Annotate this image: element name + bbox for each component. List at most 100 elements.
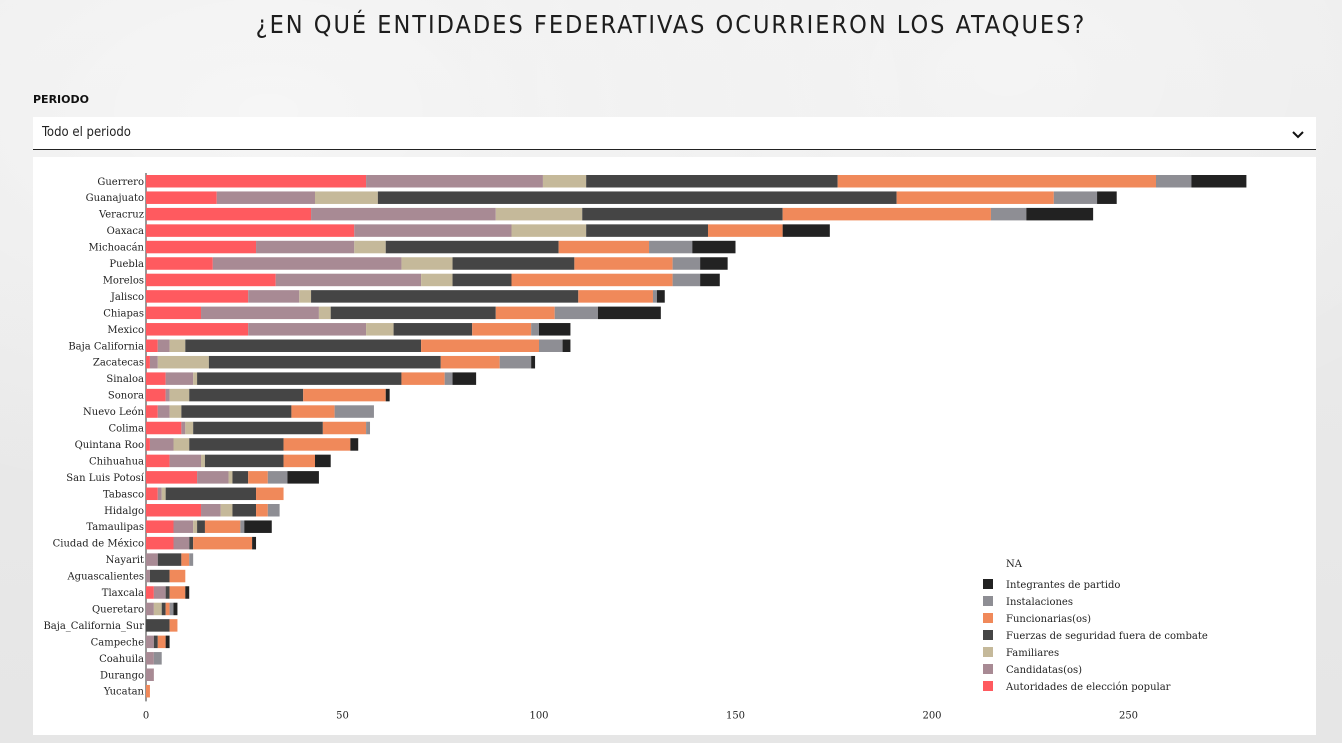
bar-segment <box>672 257 701 270</box>
category-label: San Luis Potosí <box>66 473 145 484</box>
bar-segment <box>291 405 335 418</box>
bar-segment <box>283 454 315 468</box>
bar-segment <box>157 553 182 566</box>
bar-segment <box>511 273 673 287</box>
chart-panel: Guerrero Guanajuato Veracruz Oaxaca Michoacá… <box>33 157 1316 735</box>
bar-segment <box>385 388 390 402</box>
bar-segment <box>452 372 477 385</box>
category-label: Hidalgo <box>104 506 144 517</box>
bar-segment <box>472 323 532 336</box>
legend-label: Autoridades de elección popular <box>1005 682 1171 693</box>
bar-segment <box>421 339 539 352</box>
bar-segment <box>146 207 312 221</box>
bar-segment <box>244 520 272 533</box>
bar-segment <box>146 306 202 320</box>
page-title: ¿EN QUÉ ENTIDADES FEDERATIVAS OCURRIERON… <box>255 10 1087 39</box>
bar-segment <box>574 257 673 270</box>
category-label: Guerrero <box>97 177 144 188</box>
bar-segment <box>232 504 257 517</box>
bar-segment <box>350 438 359 451</box>
bar-segment <box>146 240 257 254</box>
bar-segment <box>700 257 728 270</box>
bar-segment <box>531 323 539 336</box>
legend-swatch <box>983 630 993 640</box>
bar-segment <box>452 257 575 270</box>
bar-segment <box>185 339 422 352</box>
bar-segment <box>275 273 422 287</box>
bar-segment <box>197 520 205 533</box>
bar-segment <box>212 257 402 270</box>
bar-segment <box>267 504 280 517</box>
bar-segment <box>169 619 178 632</box>
period-select[interactable]: Todo el periodo <box>33 117 1316 150</box>
chevron-down-icon <box>1292 131 1304 139</box>
category-label: Mexico <box>107 325 144 336</box>
bar-segment <box>153 652 162 665</box>
bar-segment <box>511 224 587 237</box>
bar-segment <box>189 388 304 402</box>
bar-segment <box>146 569 150 583</box>
legend-label: Integrantes de partido <box>1006 580 1120 591</box>
legend-label: Candidatas(os) <box>1006 665 1082 676</box>
category-label: Jalisco <box>110 292 144 303</box>
bar-segment <box>173 602 178 616</box>
bar-segment <box>208 355 441 369</box>
x-tick-label: 250 <box>1119 710 1138 721</box>
category-label: Coahuila <box>99 654 144 665</box>
bar-segment <box>146 635 154 649</box>
bar-segment <box>1097 191 1117 204</box>
bar-segment <box>181 421 186 435</box>
bar-segment <box>146 290 249 303</box>
bar-segment <box>330 306 496 320</box>
bar-segment <box>173 438 190 451</box>
bar-segment <box>165 388 170 402</box>
bar-segment <box>1053 191 1098 204</box>
bar-segment <box>146 388 166 402</box>
bar-segment <box>157 635 166 649</box>
bar-segment <box>197 372 402 385</box>
bar-segment <box>146 191 217 204</box>
category-label: Chiapas <box>103 308 144 319</box>
bar-segment <box>366 421 371 435</box>
legend-swatch <box>983 596 993 606</box>
bar-segment <box>157 405 170 418</box>
bar-segment <box>216 191 315 204</box>
bar-segment <box>169 602 174 616</box>
bar-segment <box>149 438 174 451</box>
bar-segment <box>201 454 205 468</box>
legend-swatch <box>983 681 993 691</box>
bar-segment <box>146 421 182 435</box>
bar-segment <box>169 405 182 418</box>
bar-segment <box>558 240 650 254</box>
legend-swatch <box>983 579 993 589</box>
bar-segment <box>193 536 253 550</box>
bar-segment <box>193 421 323 435</box>
bar-segment <box>165 372 194 385</box>
bar-segment <box>169 388 190 402</box>
bar-segment <box>452 273 512 287</box>
category-label: Zacatecas <box>93 358 144 369</box>
bar-segment <box>314 454 331 468</box>
category-label: Durango <box>100 670 144 681</box>
bar-segment <box>837 175 1157 188</box>
legend-label: Familiares <box>1006 648 1059 659</box>
bar-segment <box>354 240 386 254</box>
legend-swatch <box>983 613 993 623</box>
bar-segment <box>204 520 241 533</box>
bar-segment <box>146 224 355 237</box>
bar-segment <box>157 355 209 369</box>
stacked-bar-chart: Guerrero Guanajuato Veracruz Oaxaca Michoacá… <box>43 173 1247 721</box>
bar-segment <box>146 602 154 616</box>
category-label: Nuevo León <box>83 407 145 418</box>
bar-segment <box>707 224 783 237</box>
category-label: Puebla <box>109 259 144 270</box>
category-label: Tabasco <box>103 489 144 500</box>
bar-segment <box>173 520 194 533</box>
bar-segment <box>146 405 158 418</box>
bar-segment <box>146 668 154 681</box>
category-label: Aguascalientes <box>66 572 144 583</box>
bar-segment <box>649 240 693 254</box>
bar-segment <box>252 536 257 550</box>
bar-segment <box>146 372 166 385</box>
category-label: Chihuahua <box>89 456 144 467</box>
